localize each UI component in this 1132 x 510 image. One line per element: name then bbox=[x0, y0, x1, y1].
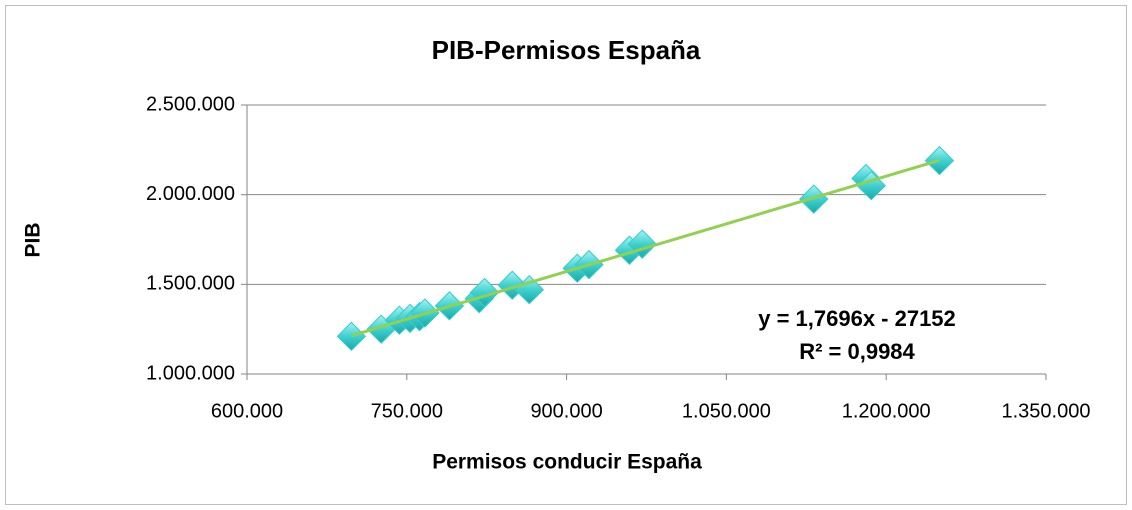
y-tick-label: 1.500.000 bbox=[146, 273, 235, 295]
trendline bbox=[350, 158, 940, 338]
x-tick-label: 750.000 bbox=[371, 400, 443, 422]
x-tick-label: 1.200.000 bbox=[842, 400, 931, 422]
chart-border bbox=[5, 5, 1127, 505]
y-tick-label: 2.000.000 bbox=[146, 183, 235, 205]
x-tick-label: 1.050.000 bbox=[682, 400, 771, 422]
data-point bbox=[469, 277, 500, 308]
trendline-equation: y = 1,7696x - 27152 bbox=[758, 306, 956, 331]
y-tick-label: 2.500.000 bbox=[146, 93, 235, 115]
x-tick-label: 600.000 bbox=[211, 400, 283, 422]
x-axis-label: Permisos conducir España bbox=[432, 451, 702, 474]
x-tick-label: 1.350.000 bbox=[1002, 400, 1091, 422]
y-axis-label: PIB bbox=[22, 222, 45, 257]
chart-title: PIB-Permisos España bbox=[432, 35, 701, 65]
x-tick-label: 900.000 bbox=[530, 400, 602, 422]
y-tick-label: 1.000.000 bbox=[146, 362, 235, 384]
trendline-r2: R² = 0,9984 bbox=[799, 339, 915, 364]
